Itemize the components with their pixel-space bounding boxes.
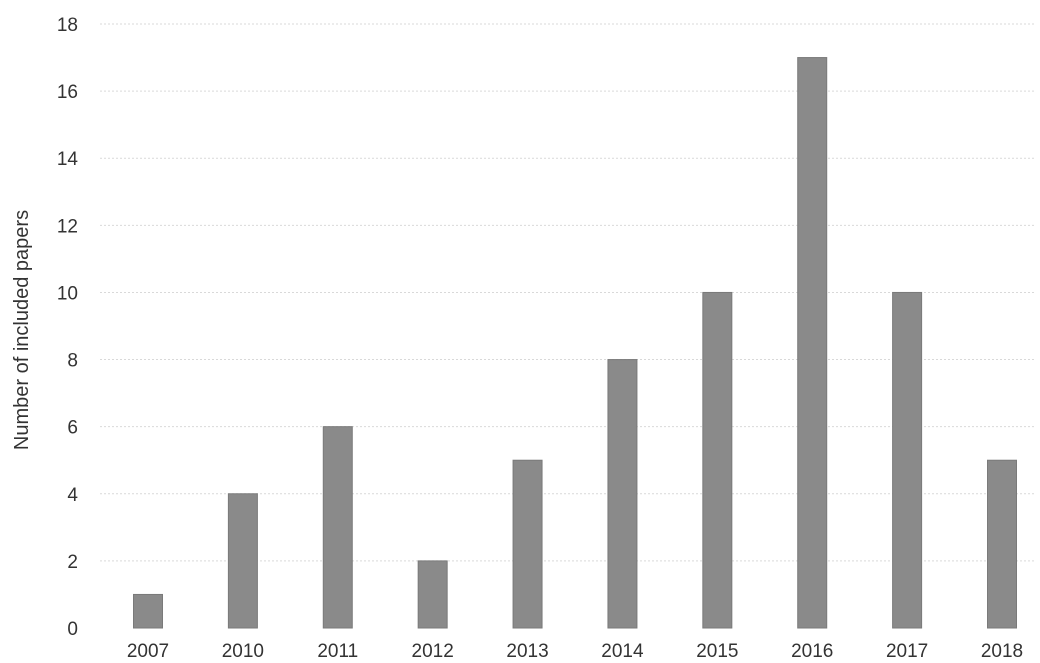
x-tick-label-2015: 2015	[696, 641, 738, 662]
bars	[133, 57, 1017, 629]
bar-2013	[512, 459, 543, 629]
bar-2016	[797, 57, 828, 629]
y-tick-label: 8	[67, 351, 78, 372]
x-axis-ticks: 2007 2010 2011 2012 2013 2014 2015 2016 2017 2018	[127, 641, 1023, 662]
y-tick-label: 16	[57, 82, 78, 103]
bar-2015	[702, 291, 733, 629]
bar-2018	[987, 459, 1017, 629]
y-axis-label: Number of included papers	[11, 210, 33, 450]
bar-2017	[892, 291, 923, 629]
y-tick-label: 10	[57, 283, 78, 304]
x-tick-label-2010: 2010	[222, 641, 264, 662]
bar-2011	[322, 426, 353, 629]
bar-2010	[227, 493, 258, 629]
y-axis-ticks: 0 2 4 6 8 10 12 14 16 18	[57, 15, 79, 640]
x-tick-label-2016: 2016	[791, 641, 833, 662]
y-tick-label: 18	[57, 15, 78, 36]
x-tick-label-2014: 2014	[601, 641, 644, 662]
y-tick-label: 6	[67, 418, 78, 439]
x-tick-label-2018: 2018	[981, 641, 1023, 662]
x-tick-label-2017: 2017	[886, 641, 928, 662]
y-tick-label: 0	[67, 619, 78, 640]
x-tick-label-2007: 2007	[127, 641, 169, 662]
y-tick-label: 14	[57, 149, 79, 170]
x-tick-label-2012: 2012	[412, 641, 454, 662]
bar-2007	[133, 593, 163, 629]
y-tick-label: 4	[67, 485, 78, 506]
y-tick-label: 12	[57, 216, 78, 237]
y-tick-label: 2	[67, 552, 78, 573]
x-tick-label-2013: 2013	[506, 641, 548, 662]
bar-2014	[607, 359, 638, 629]
x-tick-label-2011: 2011	[317, 641, 358, 662]
bar-2012	[417, 560, 448, 629]
